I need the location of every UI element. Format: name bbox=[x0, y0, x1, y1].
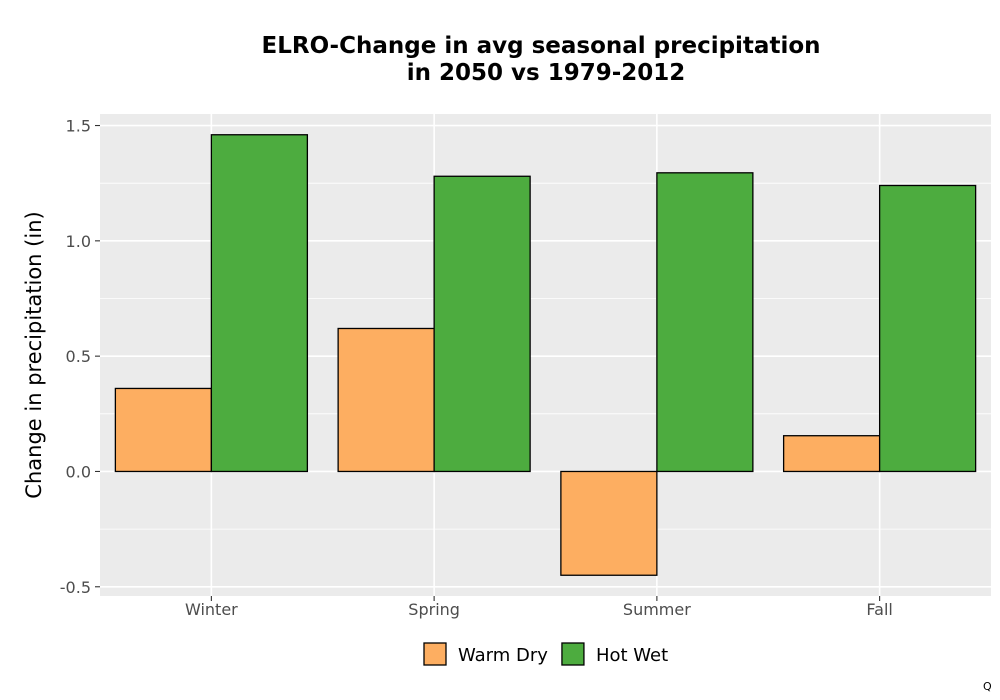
legend-key-hot-wet bbox=[561, 642, 585, 666]
legend-label-hot-wet: Hot Wet bbox=[596, 645, 668, 666]
x-tick-label-spring: Spring bbox=[408, 600, 460, 619]
chart-title: ELRO-Change in avg seasonal precipitatio… bbox=[262, 33, 821, 86]
y-tick-label: 1.0 bbox=[66, 232, 91, 251]
x-tick-label-fall: Fall bbox=[866, 600, 892, 619]
chart-title-line-1: ELRO-Change in avg seasonal precipitatio… bbox=[262, 33, 821, 59]
chart-title-line-2: in 2050 vs 1979-2012 bbox=[407, 60, 686, 86]
bar-warm-dry-winter bbox=[114, 387, 213, 473]
bar-hot-wet-summer bbox=[656, 172, 754, 473]
legend-label-warm-dry: Warm Dry bbox=[458, 645, 548, 666]
y-axis: -0.5 0.0 0.5 1.0 1.5 bbox=[60, 117, 100, 597]
x-tick-label-summer: Summer bbox=[623, 600, 691, 619]
bar-hot-wet-fall bbox=[878, 184, 977, 473]
bar-warm-dry-summer bbox=[560, 470, 658, 576]
x-axis: Winter Spring Summer Fall bbox=[185, 596, 893, 619]
y-tick-label: 0.0 bbox=[66, 462, 91, 481]
y-tick-label: -0.5 bbox=[60, 578, 91, 597]
corner-mark: Q bbox=[983, 680, 992, 693]
bar-hot-wet-spring bbox=[433, 175, 531, 473]
y-tick-label: 0.5 bbox=[66, 347, 91, 366]
bar-hot-wet-winter bbox=[210, 134, 309, 473]
y-tick-label: 1.5 bbox=[66, 117, 91, 136]
x-tick-label-winter: Winter bbox=[185, 600, 238, 619]
bar-warm-dry-fall bbox=[782, 435, 881, 473]
bars bbox=[114, 134, 977, 576]
legend: Warm Dry Hot Wet bbox=[423, 642, 668, 666]
bar-warm-dry-spring bbox=[337, 327, 435, 473]
legend-key-warm-dry bbox=[423, 642, 447, 666]
y-axis-title: Change in precipitation (in) bbox=[22, 211, 46, 498]
